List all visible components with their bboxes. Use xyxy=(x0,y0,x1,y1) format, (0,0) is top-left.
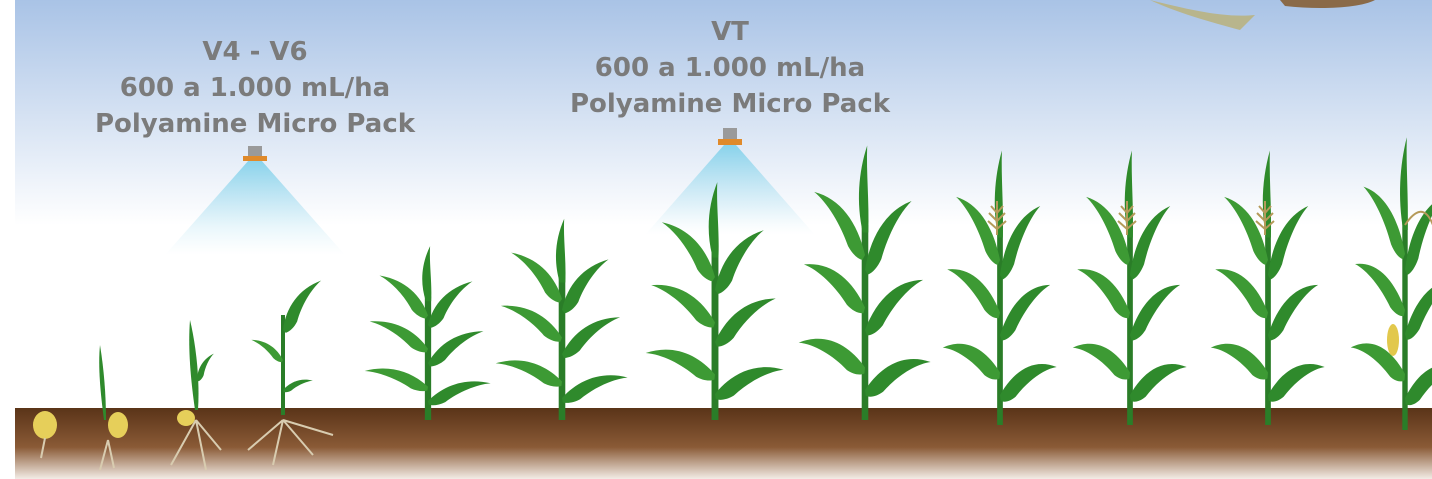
dose-label: 600 a 1.000 mL/ha xyxy=(595,53,865,83)
nozzle xyxy=(248,146,262,156)
nozzle-cap xyxy=(243,156,267,161)
product-label: Polyamine Micro Pack xyxy=(95,109,416,139)
product-label: Polyamine Micro Pack xyxy=(570,89,891,119)
stage-label: VT xyxy=(711,17,749,47)
soil xyxy=(15,408,1432,479)
nozzle-cap xyxy=(718,139,742,145)
page: V4 - V6 600 a 1.000 mL/ha Polyamine Micr… xyxy=(0,0,1432,479)
stage-label: V4 - V6 xyxy=(202,37,307,67)
nozzle xyxy=(723,128,737,139)
illustration: V4 - V6 600 a 1.000 mL/ha Polyamine Micr… xyxy=(0,0,1432,479)
dose-label: 600 a 1.000 mL/ha xyxy=(120,73,390,103)
